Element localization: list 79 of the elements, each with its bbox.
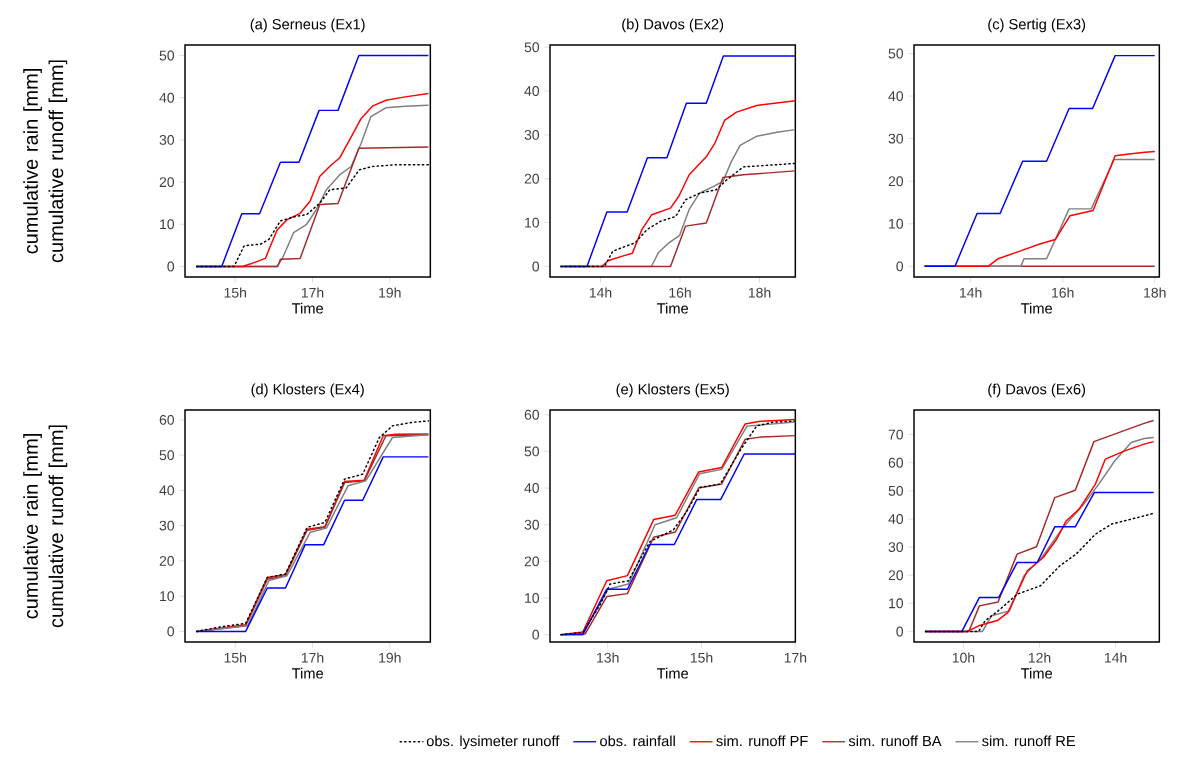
- y-tick-label: 0: [896, 626, 904, 637]
- y-tick-label: 20: [888, 570, 904, 581]
- line-series: [923, 54, 1156, 268]
- chart-title: (f) Davos (Ex6): [988, 383, 1086, 398]
- x-tick-label: 14h: [589, 287, 612, 298]
- y-tick-label: 10: [160, 591, 175, 602]
- y-tick-label: 30: [524, 519, 540, 530]
- x-axis-title: Time: [656, 667, 689, 679]
- y-tick-label: 10: [889, 218, 904, 229]
- y-tick-label: 60: [888, 457, 904, 468]
- x-axis-title: Time: [291, 667, 324, 679]
- y-tick-label: 40: [524, 86, 540, 97]
- y-tick-label: 40: [159, 485, 175, 496]
- chart-title: (c) Sertig (Ex3): [988, 18, 1086, 33]
- y-tick-label: 50: [524, 42, 540, 53]
- line-series: [560, 55, 796, 268]
- y-tick-label: 10: [525, 217, 540, 228]
- x-tick-label: 15h: [224, 287, 246, 298]
- y-tick-label: 0: [896, 261, 904, 272]
- y-tick-label: 20: [159, 555, 175, 566]
- y-tick-label: 30: [159, 520, 175, 531]
- x-axis-title: Time: [1020, 302, 1053, 314]
- legend-label: sim. runoff RE: [982, 735, 1076, 747]
- y-tick-label: 20: [524, 556, 540, 567]
- y-tick-label: 0: [532, 261, 540, 272]
- y-tick-label: 10: [525, 593, 540, 603]
- x-tick-label: 17h: [784, 652, 807, 663]
- y-tick-label: 30: [524, 129, 540, 140]
- y-tick-label: 40: [888, 91, 904, 102]
- y-tick-label: 50: [888, 48, 904, 59]
- chart-title: (b) Davos (Ex2): [622, 18, 724, 33]
- y-tick-label: 30: [888, 542, 904, 553]
- x-tick-label: 18h: [1144, 287, 1166, 298]
- x-tick-label: 16h: [1052, 287, 1074, 298]
- x-tick-label: 15h: [224, 652, 246, 663]
- x-tick-label: 16h: [669, 287, 691, 298]
- legend-label: obs. rainfall: [600, 735, 675, 747]
- y-tick-label: 20: [888, 176, 904, 187]
- legend-label: sim. runoff BA: [848, 735, 942, 747]
- y-tick-label: 30: [159, 134, 175, 145]
- y-axis-title: cumulative rain [mm] cumulative runoff [mm]: [23, 60, 68, 263]
- y-tick-label: 60: [159, 414, 175, 425]
- legend-label: obs. lysimeter runoff: [426, 735, 560, 750]
- y-tick-label: 10: [160, 219, 175, 230]
- x-axis-title: Time: [656, 302, 689, 314]
- y-tick-label: 0: [167, 261, 175, 272]
- y-tick-label: 70: [888, 429, 904, 440]
- x-tick-label: 14h: [960, 287, 982, 298]
- x-tick-label: 14h: [1104, 652, 1127, 663]
- y-tick-label: 20: [159, 177, 175, 188]
- x-axis-title: Time: [1020, 667, 1053, 679]
- y-tick-label: 30: [888, 133, 904, 144]
- x-tick-label: 19h: [379, 287, 401, 298]
- x-tick-label: 15h: [690, 652, 713, 663]
- y-tick-label: 20: [524, 173, 540, 184]
- y-tick-label: 50: [159, 50, 175, 61]
- y-tick-label: 60: [524, 409, 540, 420]
- x-tick-label: 13h: [597, 652, 619, 663]
- legend-label: sim. runoff PF: [716, 735, 808, 747]
- x-axis-title: Time: [291, 302, 324, 314]
- chart-title: (e) Klosters (Ex5): [616, 383, 729, 398]
- y-tick-label: 40: [888, 514, 904, 524]
- x-tick-label: 17h: [301, 287, 324, 298]
- y-tick-label: 40: [159, 92, 175, 103]
- y-tick-label: 0: [532, 629, 540, 640]
- y-tick-label: 50: [159, 450, 175, 461]
- chart-title: (d) Klosters (Ex4): [251, 383, 364, 398]
- x-tick-label: 12h: [1028, 652, 1051, 663]
- x-tick-label: 18h: [748, 287, 771, 298]
- chart-title: (a) Serneus (Ex1): [250, 18, 365, 33]
- y-tick-label: 0: [167, 626, 175, 637]
- y-tick-label: 50: [524, 446, 540, 457]
- x-tick-label: 17h: [301, 652, 324, 663]
- x-tick-label: 10h: [952, 652, 975, 663]
- x-tick-label: 19h: [379, 652, 401, 663]
- y-axis-title: cumulative rain [mm] cumulative runoff [mm]: [23, 425, 68, 628]
- y-tick-label: 50: [888, 485, 904, 496]
- y-tick-label: 40: [524, 483, 540, 494]
- y-tick-label: 10: [889, 598, 904, 609]
